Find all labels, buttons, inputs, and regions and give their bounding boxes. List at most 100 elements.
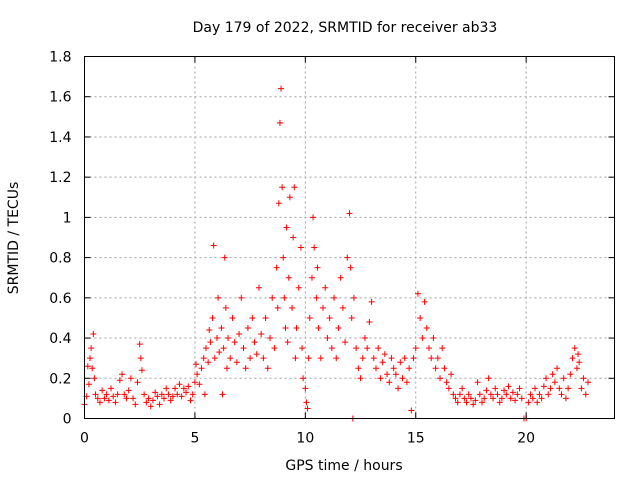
data-point xyxy=(350,294,357,301)
data-point xyxy=(215,294,222,301)
data-point xyxy=(282,325,289,331)
data-point xyxy=(289,304,296,311)
data-point xyxy=(207,339,214,346)
data-point xyxy=(388,355,395,362)
data-point xyxy=(88,345,95,352)
data-point xyxy=(467,395,474,402)
data-point xyxy=(174,391,181,398)
data-point xyxy=(138,367,145,374)
data-point xyxy=(169,393,176,400)
data-point xyxy=(105,397,112,404)
data-point xyxy=(236,331,243,338)
data-point xyxy=(565,385,572,392)
data-point xyxy=(527,391,534,398)
data-point xyxy=(308,274,315,281)
data-point xyxy=(87,355,94,362)
data-point xyxy=(536,391,543,398)
data-point xyxy=(103,391,110,398)
data-point xyxy=(401,355,408,362)
data-point xyxy=(189,391,196,398)
data-point xyxy=(417,314,424,321)
x-tick-labels: 0 5 10 15 20 xyxy=(80,431,535,447)
data-point xyxy=(176,381,183,388)
data-point xyxy=(180,385,187,392)
data-point xyxy=(331,294,338,301)
data-point xyxy=(335,325,342,331)
data-point xyxy=(481,395,488,402)
data-point xyxy=(529,395,536,402)
data-point xyxy=(472,397,479,404)
y-tick-label: 0.4 xyxy=(49,331,71,347)
data-point xyxy=(448,371,455,378)
data-point xyxy=(251,339,258,346)
data-point xyxy=(487,391,494,398)
data-point xyxy=(279,184,286,191)
x-tick-label: 10 xyxy=(296,431,314,447)
data-point xyxy=(130,395,137,402)
data-point xyxy=(311,244,318,251)
data-point xyxy=(280,254,287,261)
data-point xyxy=(304,405,311,412)
data-point xyxy=(206,327,213,334)
data-point xyxy=(158,391,165,398)
data-point xyxy=(366,318,373,325)
data-point xyxy=(108,385,114,392)
data-point xyxy=(479,399,485,406)
data-point xyxy=(461,395,468,402)
data-point xyxy=(310,214,317,221)
x-axis-label: GPS time / hours xyxy=(285,458,402,474)
data-point xyxy=(463,399,470,406)
data-point xyxy=(116,377,123,384)
data-point xyxy=(317,355,324,362)
data-point xyxy=(384,371,391,378)
data-point xyxy=(543,375,550,382)
data-point xyxy=(258,331,265,338)
data-point xyxy=(233,359,240,366)
data-point xyxy=(152,389,159,396)
data-point xyxy=(578,385,585,392)
data-point xyxy=(414,290,421,297)
data-point xyxy=(575,351,582,358)
data-point xyxy=(143,399,150,406)
data-point xyxy=(328,345,335,352)
data-point xyxy=(231,339,238,346)
data-point xyxy=(278,85,285,92)
data-point xyxy=(582,391,589,398)
axis-ticks xyxy=(84,56,615,419)
data-point xyxy=(381,351,388,358)
data-point xyxy=(119,371,126,378)
data-point xyxy=(344,254,351,261)
data-point xyxy=(313,294,320,301)
data-point xyxy=(238,294,245,301)
data-point xyxy=(242,365,249,372)
data-point xyxy=(445,385,452,392)
data-point xyxy=(303,399,310,406)
data-point xyxy=(101,395,108,402)
data-point xyxy=(518,395,525,402)
data-point xyxy=(94,395,101,402)
data-point xyxy=(516,385,523,392)
data-point xyxy=(90,331,97,338)
data-point xyxy=(342,339,349,346)
data-point xyxy=(437,375,444,382)
data-point xyxy=(125,387,132,394)
data-point xyxy=(227,355,234,362)
data-point xyxy=(220,345,227,352)
data-point xyxy=(136,341,143,348)
data-point xyxy=(269,294,276,301)
data-point xyxy=(551,379,558,386)
data-point xyxy=(185,383,192,390)
data-point xyxy=(127,375,134,382)
data-point xyxy=(205,359,212,366)
data-point xyxy=(281,294,288,301)
data-point xyxy=(196,381,203,388)
data-point xyxy=(216,349,223,356)
data-point xyxy=(240,345,247,352)
data-point xyxy=(540,383,547,390)
data-point xyxy=(201,391,208,398)
data-point xyxy=(456,391,463,398)
data-point xyxy=(200,355,207,362)
data-point xyxy=(355,365,362,372)
data-point xyxy=(187,397,194,404)
data-point xyxy=(198,365,205,372)
